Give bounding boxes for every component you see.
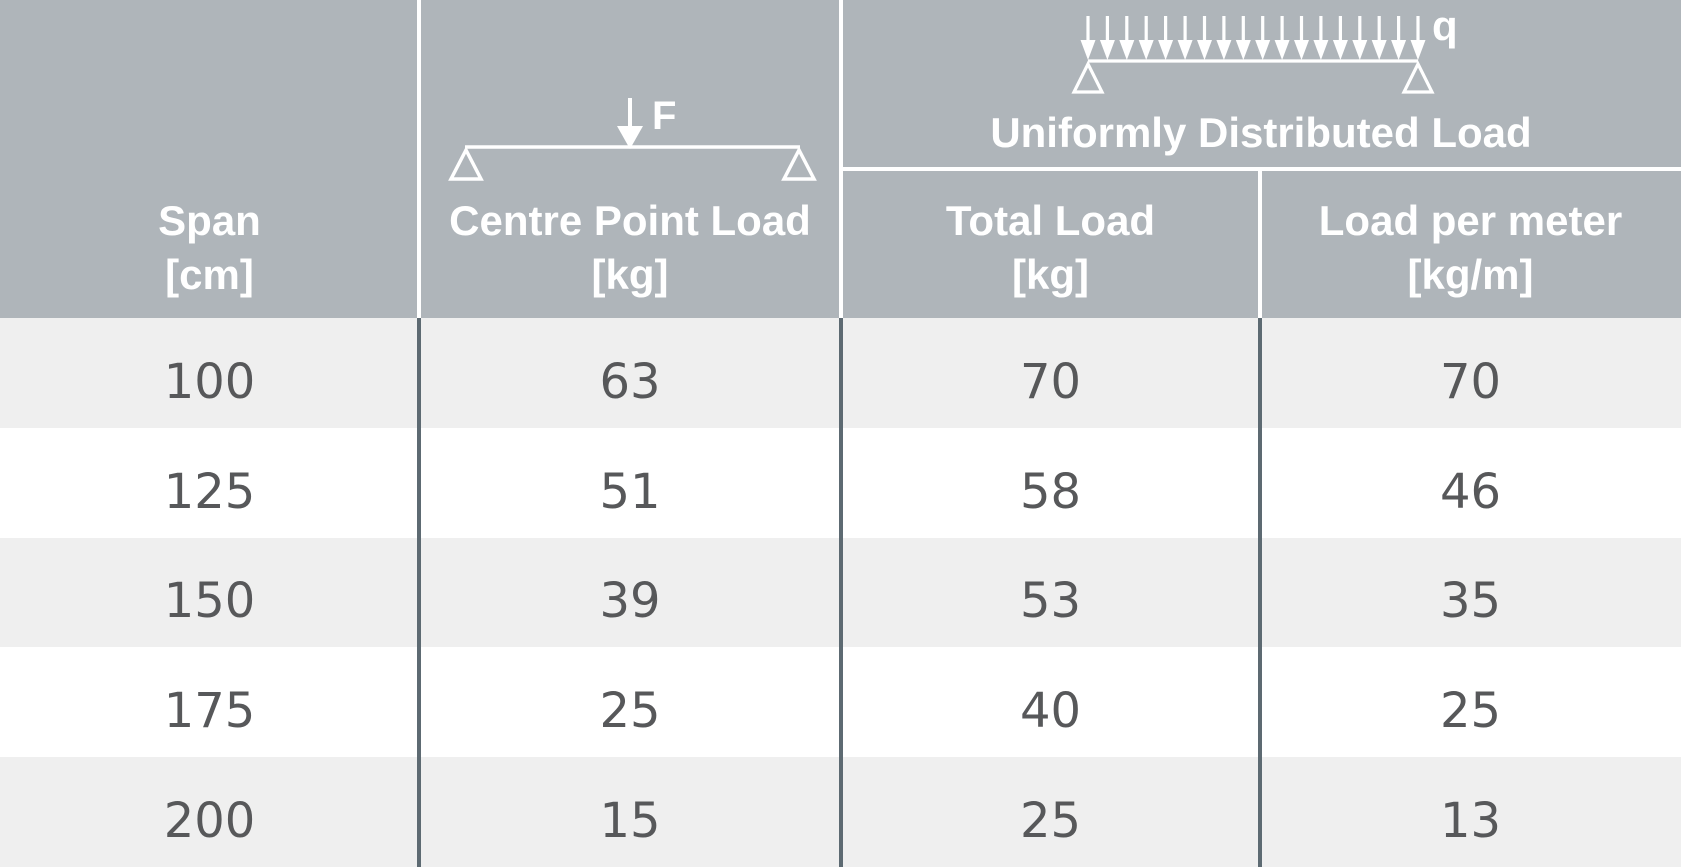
force-label: F — [652, 94, 676, 138]
col-header-total-load-title: Total Load — [945, 197, 1156, 244]
cell-span: 175 — [163, 683, 256, 740]
divider-centre-udl-header — [839, 0, 843, 318]
divider-total-permeter-body — [1258, 318, 1262, 867]
divider-total-permeter-header — [1258, 167, 1262, 318]
col-header-total-load: Total Load [kg] — [841, 171, 1260, 318]
cell-centre-point-load: 39 — [599, 573, 661, 630]
cell-span: 200 — [163, 793, 256, 850]
divider-span-centre-body — [417, 318, 421, 867]
cell-load-per-meter: 46 — [1439, 463, 1502, 520]
group-header-uniformly-distributed-load: Uniformly Distributed Load — [841, 0, 1681, 167]
divider-span-centre-header — [417, 0, 421, 318]
left-support-icon — [448, 146, 484, 181]
col-header-load-per-meter: Load per meter [kg/m] — [1260, 171, 1681, 318]
cell-total-load: 58 — [1019, 463, 1082, 520]
distributed-load-beam-diagram-icon: q — [1071, 6, 1458, 94]
cell-centre-point-load: 63 — [599, 353, 661, 410]
force-arrow-icon — [617, 98, 643, 149]
col-header-total-load-unit: [kg] — [1012, 251, 1089, 298]
distributed-arrows-icon — [1078, 14, 1428, 62]
group-header-title: Uniformly Distributed Load — [990, 109, 1532, 156]
cell-load-per-meter: 25 — [1439, 683, 1502, 740]
cell-load-per-meter: 70 — [1439, 353, 1502, 410]
cell-centre-point-load: 51 — [599, 463, 661, 520]
col-header-span-title: Span — [158, 197, 261, 244]
cell-centre-point-load: 15 — [599, 793, 661, 850]
cell-span: 125 — [163, 463, 256, 520]
point-load-beam-diagram-icon: F — [448, 94, 817, 181]
left-support-icon — [1071, 60, 1105, 94]
cell-total-load: 70 — [1019, 353, 1082, 410]
cell-total-load: 53 — [1019, 573, 1082, 630]
col-header-span: Span [cm] — [0, 0, 419, 318]
col-header-load-per-meter-title: Load per meter — [1318, 197, 1623, 244]
cell-span: 100 — [163, 353, 256, 410]
col-header-centre-point-load-title: Centre Point Load — [449, 197, 811, 244]
cell-span: 150 — [163, 573, 256, 630]
cell-centre-point-load: 25 — [599, 683, 661, 740]
right-support-icon — [1401, 60, 1435, 94]
right-support-icon — [781, 146, 817, 181]
col-header-centre-point-load: Centre Point Load [kg] — [419, 0, 841, 318]
col-header-span-unit: [cm] — [165, 251, 254, 298]
divider-udl-group-horizontal — [839, 167, 1681, 171]
distributed-load-label: q — [1432, 6, 1458, 49]
divider-centre-udl-body — [839, 318, 843, 867]
cell-load-per-meter: 35 — [1439, 573, 1502, 630]
cell-total-load: 25 — [1019, 793, 1082, 850]
col-header-centre-point-load-unit: [kg] — [591, 251, 669, 298]
cell-load-per-meter: 13 — [1439, 793, 1502, 850]
cell-total-load: 40 — [1019, 683, 1082, 740]
col-header-load-per-meter-unit: [kg/m] — [1407, 251, 1534, 298]
